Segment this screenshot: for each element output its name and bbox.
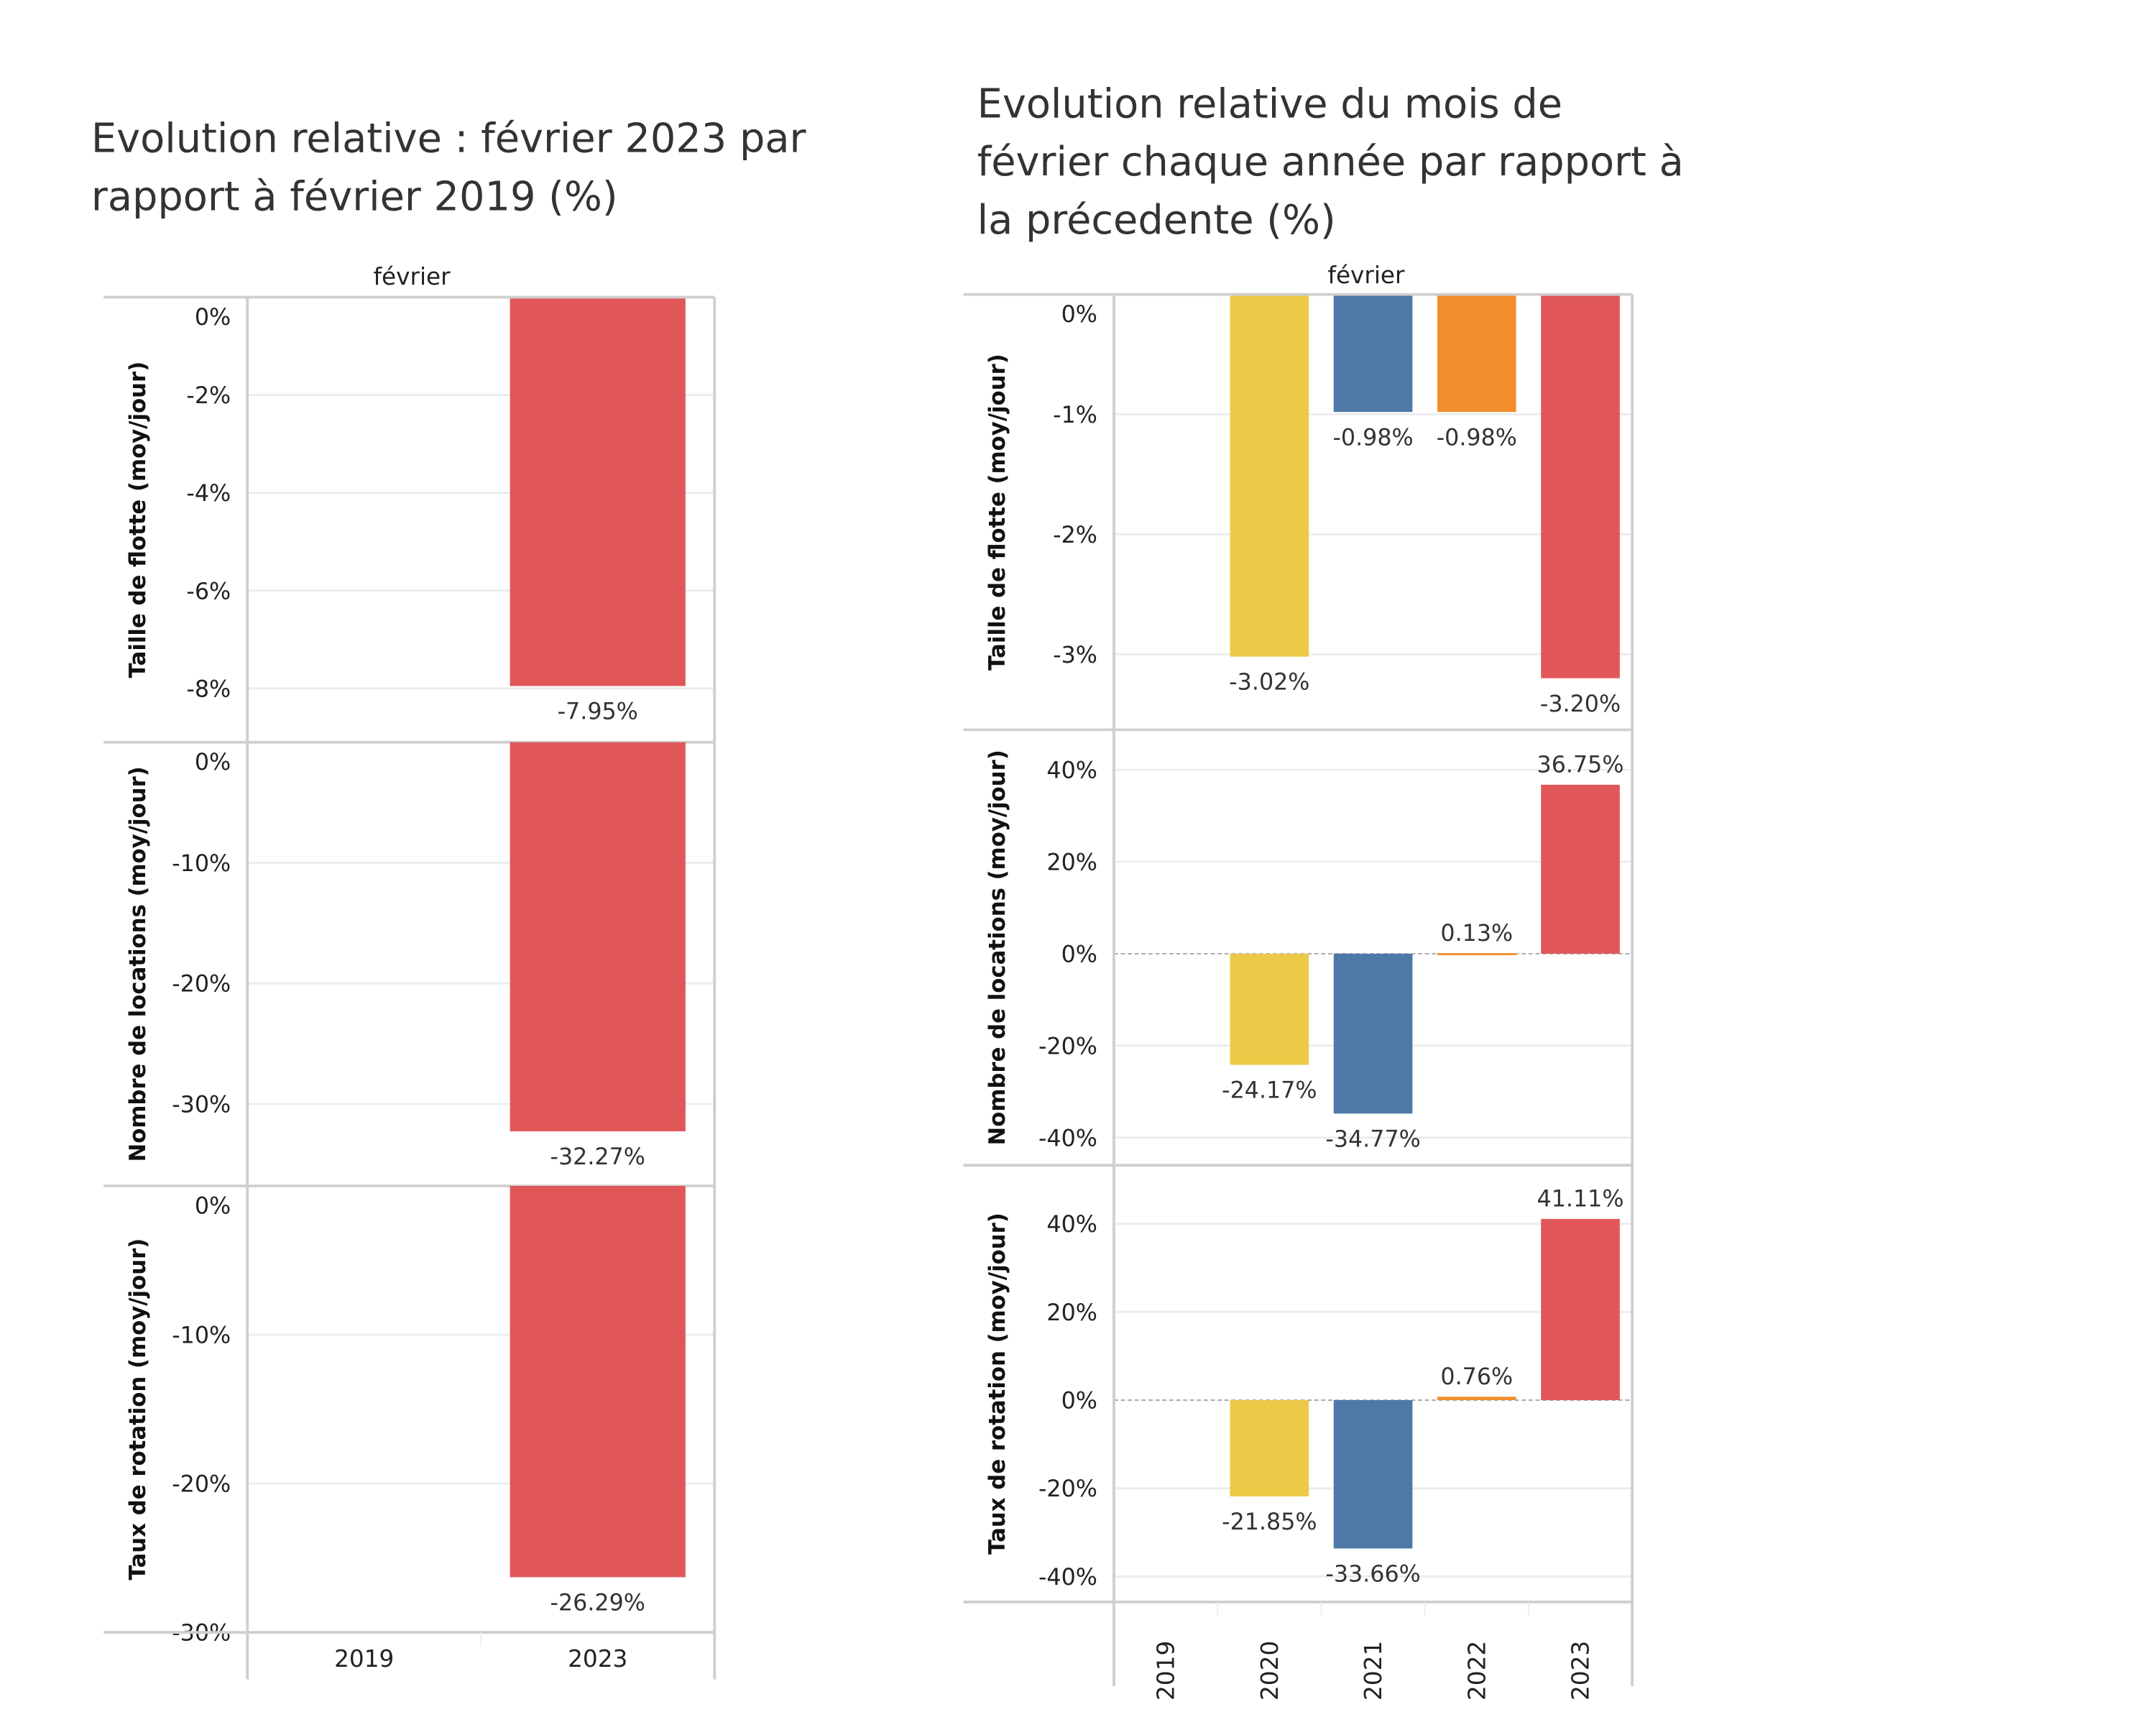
y-tick-label: 0% [195, 305, 231, 331]
y-tick-label: -20% [172, 972, 231, 998]
bar-2021[interactable] [1333, 294, 1413, 413]
y-tick-label: -4% [186, 481, 231, 507]
y-tick-label: -8% [186, 676, 231, 702]
chart-title-line: rapport à février 2019 (%) [91, 173, 618, 220]
chart-1: Evolution relative : février 2023 par rap… [91, 116, 806, 1680]
bar-2023[interactable] [1541, 294, 1620, 678]
y-tick-label: 0% [1061, 302, 1097, 328]
chart-title-line: Evolution relative du mois de [977, 80, 1562, 127]
y-tick-label: -20% [1038, 1476, 1097, 1502]
panel-3: 0%-10%-20%-30%-26.29%Taux de rotation (m… [103, 1186, 715, 1647]
x-tick-label: 2019 [1153, 1641, 1180, 1701]
data-label: 41.11% [1537, 1187, 1624, 1213]
bar-2020[interactable] [1230, 953, 1309, 1065]
chart-title-line: la précedente (%) [977, 197, 1336, 244]
data-label: -34.77% [1325, 1126, 1420, 1152]
data-label: 0.13% [1440, 921, 1513, 947]
data-label: -26.29% [550, 1590, 645, 1616]
y-tick-label: -20% [172, 1472, 231, 1498]
chart-title-line: février chaque année par rapport à [977, 139, 1684, 185]
chart-2: Evolution relative du mois de février cha… [963, 80, 1684, 1701]
y-tick-label: -10% [172, 1323, 231, 1349]
y-tick-label: 0% [195, 1193, 231, 1219]
y-tick-label: -2% [186, 383, 231, 409]
data-label: -3.20% [1540, 691, 1621, 717]
x-tick-label: 2021 [1360, 1641, 1387, 1701]
bar-2022[interactable] [1437, 1397, 1516, 1400]
y-axis-title: Taux de rotation (moy/jour) [125, 1238, 151, 1581]
chart-title-line: Evolution relative : février 2023 par [91, 116, 806, 162]
x-tick-label: 2020 [1256, 1641, 1284, 1701]
y-axis-title: Nombre de locations (moy/jour) [125, 766, 151, 1162]
data-label: -7.95% [558, 699, 638, 725]
y-tick-label: 40% [1046, 1212, 1097, 1238]
x-tick-label: 2019 [334, 1645, 394, 1673]
y-tick-label: -1% [1053, 402, 1097, 428]
y-axis-title: Nombre de locations (moy/jour) [985, 750, 1010, 1145]
bar-2023[interactable] [1541, 1218, 1620, 1400]
y-tick-label: 40% [1046, 758, 1097, 784]
y-tick-label: -40% [1038, 1565, 1097, 1591]
panel-1: 0% -2% -4% -6% -8% -7.95% Taille de flotte (mo… [103, 297, 715, 744]
y-tick-label: 0% [1061, 942, 1097, 967]
y-tick-label: 0% [195, 750, 231, 776]
y-tick-label: -10% [172, 851, 231, 877]
data-label: -0.98% [1437, 425, 1517, 451]
y-tick-label: -30% [172, 1092, 231, 1118]
bar-2023[interactable] [510, 742, 686, 1132]
bar-2021[interactable] [1333, 1399, 1413, 1549]
data-label: 0.76% [1440, 1364, 1513, 1390]
column-header: février [374, 263, 451, 290]
data-label: 36.75% [1537, 753, 1624, 778]
y-axis-title: Taille de flotte (moy/jour) [985, 354, 1010, 671]
panel-2: 40% 20% 0% -20% -40% -24.17% -34.77% 0.13% 36.75… [963, 750, 1633, 1167]
data-label: -32.27% [550, 1144, 645, 1170]
y-tick-label: 20% [1046, 850, 1097, 876]
bar-2022[interactable] [1437, 294, 1516, 413]
bar-2020[interactable] [1230, 1399, 1309, 1496]
y-tick-label: -2% [1053, 523, 1097, 548]
y-tick-label: 0% [1061, 1389, 1097, 1414]
bar-2020[interactable] [1230, 294, 1309, 657]
bar-2022[interactable] [1437, 953, 1516, 955]
data-label: -0.98% [1332, 425, 1413, 451]
x-tick-label: 2023 [1567, 1641, 1595, 1701]
y-axis-title: Taux de rotation (moy/jour) [985, 1213, 1010, 1555]
y-tick-label: -6% [186, 579, 231, 604]
panel-2: 0% -10% -20% -30% -32.27% Nombre de locations… [103, 742, 715, 1187]
x-tick-label: 2023 [568, 1645, 627, 1673]
panel-3: 40% 20% 0% -20% -40% -21.85% -33.66% 0.76% 41.11… [963, 1187, 1633, 1604]
y-tick-label: -20% [1038, 1034, 1097, 1059]
data-label: -24.17% [1222, 1078, 1317, 1104]
y-axis-title: Taille de flotte (moy/jour) [125, 362, 151, 678]
column-header: février [1327, 262, 1405, 289]
y-tick-label: -40% [1038, 1126, 1097, 1151]
bar-2023[interactable] [510, 297, 686, 686]
x-tick-label: 2022 [1463, 1641, 1491, 1701]
bar-2023[interactable] [1541, 784, 1620, 954]
y-tick-label: -3% [1053, 643, 1097, 668]
data-label: -3.02% [1229, 670, 1309, 696]
data-label: -33.66% [1325, 1562, 1420, 1588]
data-label: -21.85% [1222, 1509, 1317, 1535]
bar-2023[interactable] [510, 1186, 686, 1578]
bar-2021[interactable] [1333, 953, 1413, 1114]
y-tick-label: 20% [1046, 1300, 1097, 1326]
panel-1: 0% -1% -2% -3% -3.02% -0.98% -0.98% -3.20% Taill… [963, 294, 1633, 732]
